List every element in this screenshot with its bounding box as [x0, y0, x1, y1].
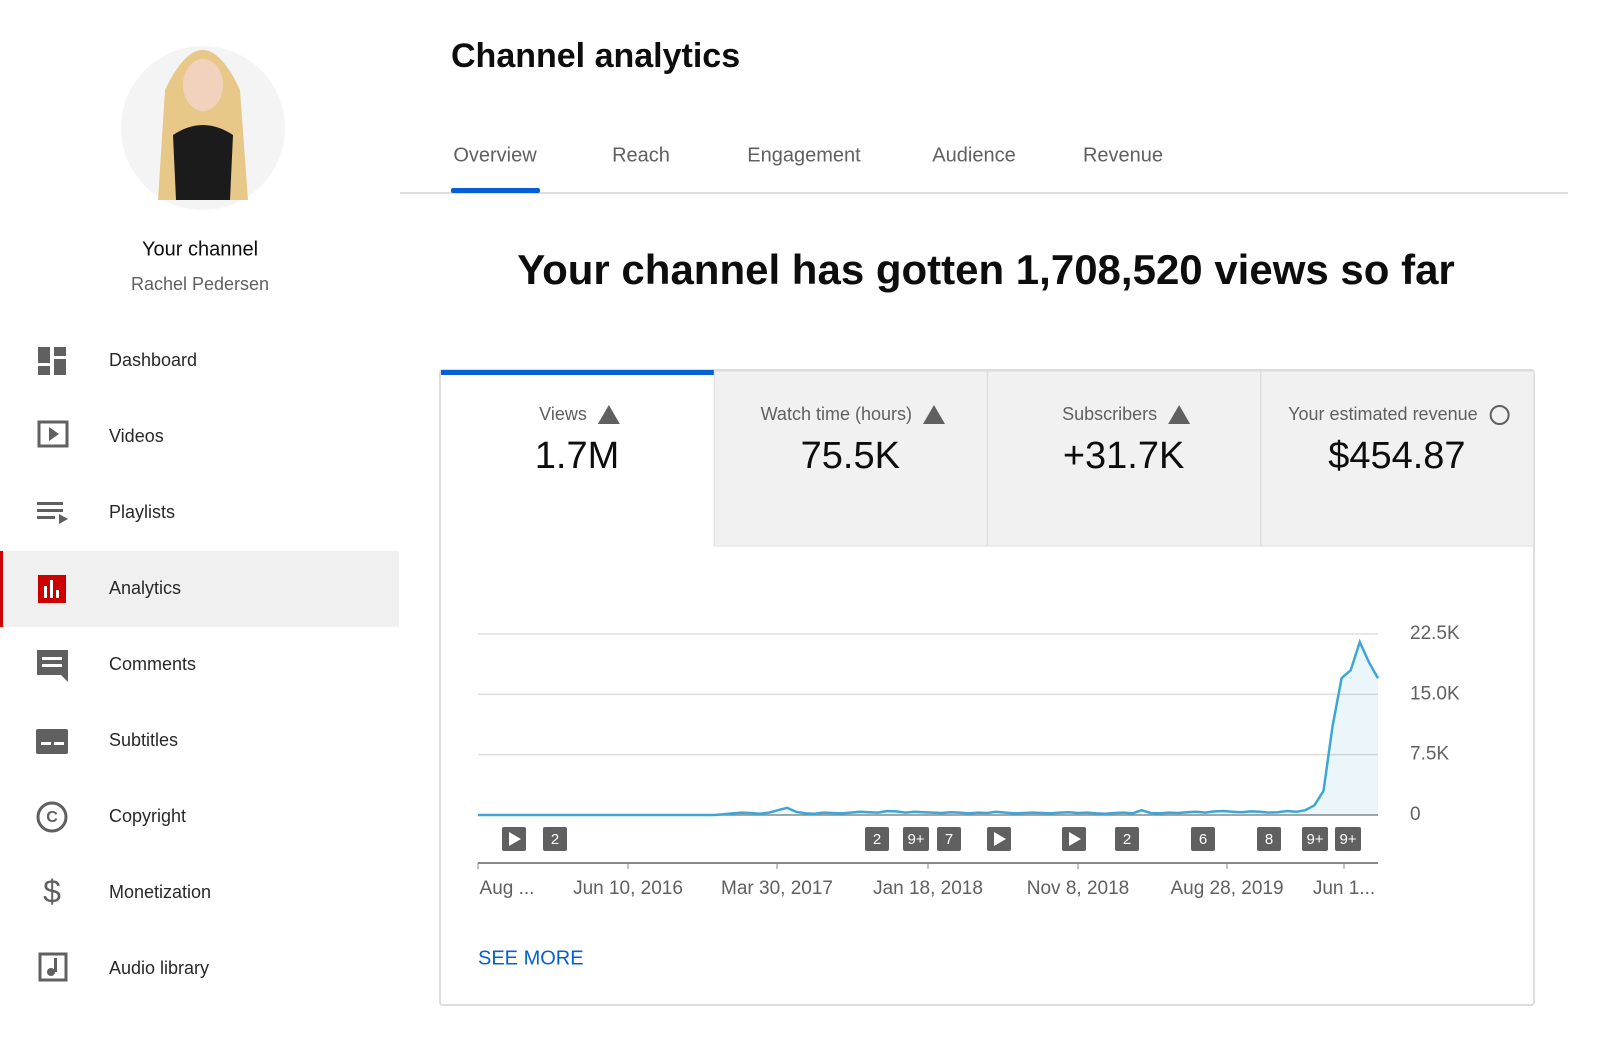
event-marker[interactable] — [1257, 827, 1281, 851]
nav-item[interactable]: Analytics — [109, 578, 181, 598]
play-icon — [509, 832, 521, 846]
channel-name: Rachel Pedersen — [131, 274, 269, 294]
metric-tab-bg[interactable] — [713, 370, 988, 547]
nav-item[interactable]: Dashboard — [109, 350, 197, 370]
nav-item[interactable]: Playlists — [109, 502, 175, 522]
nav-active-bar — [0, 551, 3, 627]
avatar — [121, 46, 285, 210]
metric-tab-bg[interactable] — [1260, 370, 1535, 547]
headline: Your channel has gotten 1,708,520 views … — [517, 246, 1455, 293]
tab[interactable]: Engagement — [747, 144, 861, 166]
x-tick-label: Jun 10, 2016 — [573, 878, 683, 899]
marker-label: 2 — [1123, 831, 1131, 848]
event-marker[interactable] — [865, 827, 889, 851]
warning-icon — [922, 405, 945, 424]
svg-text:C: C — [46, 809, 58, 826]
tab[interactable]: Reach — [612, 144, 670, 166]
y-tick-label: 15.0K — [1410, 683, 1460, 704]
nav-item[interactable]: Copyright — [109, 806, 186, 826]
nav-item[interactable]: Videos — [109, 426, 164, 446]
event-marker[interactable] — [1115, 827, 1139, 851]
page-title: Channel analytics — [451, 37, 740, 75]
event-marker[interactable] — [937, 827, 961, 851]
nav-item[interactable]: Subtitles — [109, 730, 178, 750]
x-tick-label: Nov 8, 2018 — [1027, 878, 1129, 899]
warning-icon — [1168, 405, 1191, 424]
play-icon — [994, 832, 1006, 846]
nav-item[interactable]: Monetization — [109, 882, 211, 902]
marker-label: 9+ — [907, 831, 924, 848]
y-tick-label: 7.5K — [1410, 744, 1449, 765]
y-tick-label: 22.5K — [1410, 623, 1460, 644]
warning-icon — [597, 405, 620, 424]
marker-label: 9+ — [1306, 831, 1323, 848]
metric-label: Subscribers — [1062, 404, 1157, 424]
event-marker[interactable] — [1335, 827, 1361, 851]
y-tick-label: 0 — [1410, 804, 1421, 825]
marker-label: 2 — [551, 831, 559, 848]
x-tick-label: Jun 1... — [1313, 878, 1375, 899]
metric-label: Views — [539, 404, 587, 424]
marker-label: 2 — [873, 831, 881, 848]
tab[interactable]: Audience — [932, 144, 1015, 166]
metric-tab-active — [441, 370, 714, 375]
event-marker[interactable] — [903, 827, 929, 851]
marker-label: 7 — [945, 831, 953, 848]
line-series — [478, 638, 1380, 817]
clock-icon — [1489, 405, 1510, 425]
event-marker[interactable] — [543, 827, 567, 851]
metric-value: $454.87 — [1328, 435, 1465, 477]
tab[interactable]: Overview — [453, 144, 537, 166]
event-marker[interactable] — [1191, 827, 1215, 851]
x-tick-label: Aug ... — [480, 878, 535, 899]
nav-item[interactable]: Comments — [109, 654, 196, 674]
nav-icons: C $ — [36, 347, 69, 982]
metric-value: +31.7K — [1063, 435, 1185, 477]
tab[interactable]: Revenue — [1083, 144, 1163, 166]
svg-text:$: $ — [43, 873, 61, 909]
nav-active-bg — [0, 551, 399, 627]
marker-label: 9+ — [1339, 831, 1356, 848]
see-more-link[interactable]: SEE MORE — [478, 947, 584, 969]
marker-label: 6 — [1199, 831, 1207, 848]
x-tick-label: Aug 28, 2019 — [1170, 878, 1283, 899]
play-icon — [1069, 832, 1081, 846]
metric-label: Your estimated revenue — [1288, 404, 1477, 424]
tab-underline — [451, 188, 540, 193]
x-tick-label: Mar 30, 2017 — [721, 878, 833, 899]
x-tick-label: Jan 18, 2018 — [873, 878, 983, 899]
event-marker[interactable] — [1302, 827, 1328, 851]
marker-label: 8 — [1265, 831, 1273, 848]
metric-value: 1.7M — [535, 435, 619, 477]
metric-label: Watch time (hours) — [761, 404, 912, 424]
metric-value: 75.5K — [801, 435, 900, 477]
metric-tab-bg[interactable] — [987, 370, 1262, 547]
nav-item[interactable]: Audio library — [109, 958, 209, 978]
channel-label: Your channel — [142, 238, 258, 260]
